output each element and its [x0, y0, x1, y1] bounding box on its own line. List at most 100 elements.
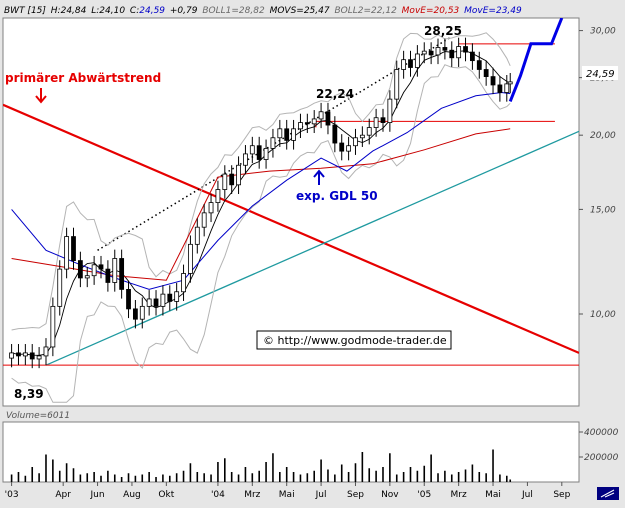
x-tick-label: Jul	[521, 490, 533, 500]
candle-body	[29, 352, 35, 360]
candle-body	[153, 298, 159, 307]
candle-body	[401, 59, 407, 70]
candle-body	[304, 122, 310, 125]
volume-panel	[2, 421, 580, 483]
x-tick-label: Aug	[123, 490, 141, 500]
bollinger-lower	[11, 64, 511, 403]
y-tick-label: 15,00	[590, 205, 616, 215]
candle-body	[98, 264, 104, 270]
candle-body	[332, 124, 338, 144]
header-info: BWT [15] H:24,84 L:24,10 C:24,59 +0,79 B…	[4, 6, 522, 16]
candle-body	[325, 111, 331, 126]
candle-body	[229, 173, 235, 186]
candle-body	[353, 137, 358, 147]
x-tick-label: Sep	[347, 490, 364, 500]
candle-body	[359, 134, 365, 139]
x-tick-label: '03	[5, 490, 19, 500]
boll1-label: BOLL1=	[202, 6, 239, 16]
x-axis: '03 Apr Jun Aug Okt '04 Mrz Mai Jul Sep Nov '05 Mrz M…	[5, 482, 571, 500]
candle-body	[263, 148, 269, 160]
symbol: BWT [15]	[4, 6, 46, 16]
movs-label: MOVS=	[270, 6, 304, 16]
low-value: 24,10	[99, 6, 125, 16]
candle-body	[249, 145, 255, 155]
candle-body	[236, 164, 241, 186]
x-tick-label: Jun	[90, 490, 105, 500]
candle-body	[112, 258, 118, 283]
candle-body	[188, 243, 193, 274]
y-tick-label: 20,00	[590, 131, 616, 141]
x-tick-label: Mrz	[244, 490, 260, 500]
volume-tick-label: 200000	[584, 453, 619, 463]
last-price-box	[582, 66, 618, 80]
move2-value: 23,49	[496, 6, 522, 16]
boll2-label: BOLL2=	[334, 6, 371, 16]
x-tick-label: Nov	[381, 490, 399, 500]
candle-body	[36, 355, 42, 360]
x-tick-label: Mai	[279, 490, 295, 500]
uptrend-line	[45, 130, 579, 366]
y-tick-label: 30,00	[590, 27, 616, 37]
watermark-text: © http://www.godmode-trader.de	[263, 334, 447, 347]
candle-body	[483, 69, 489, 77]
ema-short-line	[11, 91, 511, 290]
candle-body	[504, 83, 510, 93]
forecast-line	[508, 18, 564, 102]
close-label: C:	[130, 6, 139, 16]
candle-body	[298, 122, 303, 130]
movs-value: 25,47	[304, 6, 330, 16]
candle-body	[71, 236, 76, 261]
candle-body	[469, 51, 475, 62]
x-tick-label: Mrz	[451, 490, 467, 500]
candle-body	[428, 50, 434, 56]
change-value: +0,79	[170, 6, 198, 16]
bollinger-bands	[11, 18, 564, 403]
candle-body	[373, 117, 379, 128]
x-tick-label: Mai	[485, 490, 501, 500]
candle-body	[208, 202, 214, 214]
candles	[9, 37, 513, 369]
candle-body	[105, 268, 111, 283]
candle-body	[507, 81, 513, 85]
candle-body	[132, 308, 138, 320]
candle-body	[43, 346, 49, 357]
candle-body	[346, 145, 352, 152]
candle-body	[408, 59, 413, 68]
candle-body	[311, 118, 317, 125]
high-label: H:	[51, 6, 61, 16]
candle-body	[497, 84, 503, 93]
candle-body	[119, 258, 125, 290]
candle-body	[215, 189, 221, 204]
y-tick-label: 10,00	[590, 310, 616, 320]
candle-body	[146, 298, 152, 307]
candle-body	[414, 53, 420, 68]
candle-body	[366, 127, 372, 136]
x-tick-label: Sep	[553, 490, 570, 500]
candle-body	[167, 293, 173, 302]
low-label: L:	[91, 6, 99, 16]
candle-body	[9, 352, 14, 359]
candle-body	[139, 305, 145, 320]
x-tick-label: '04	[211, 490, 225, 500]
moving-average-short	[11, 50, 511, 356]
move1-label: MovE=	[402, 6, 434, 16]
candle-body	[50, 305, 56, 348]
watermark-box	[256, 330, 452, 350]
candle-body	[174, 291, 180, 302]
arrow-up-icon	[313, 169, 325, 185]
annotation-gdl50: exp. GDL 50	[296, 189, 378, 203]
candle-body	[77, 260, 83, 279]
arrow-down-icon	[35, 88, 47, 104]
annotation-low-839: 8,39	[14, 387, 44, 401]
candle-body	[243, 153, 248, 166]
trendlines	[3, 36, 579, 366]
candle-body	[57, 268, 63, 307]
candle-body	[449, 49, 455, 59]
ema-long-line	[11, 128, 511, 281]
boll1-value: 28,82	[239, 6, 265, 16]
candle-body	[181, 273, 186, 293]
volume-tick-label: 400000	[584, 428, 619, 438]
candle-body	[476, 60, 482, 70]
